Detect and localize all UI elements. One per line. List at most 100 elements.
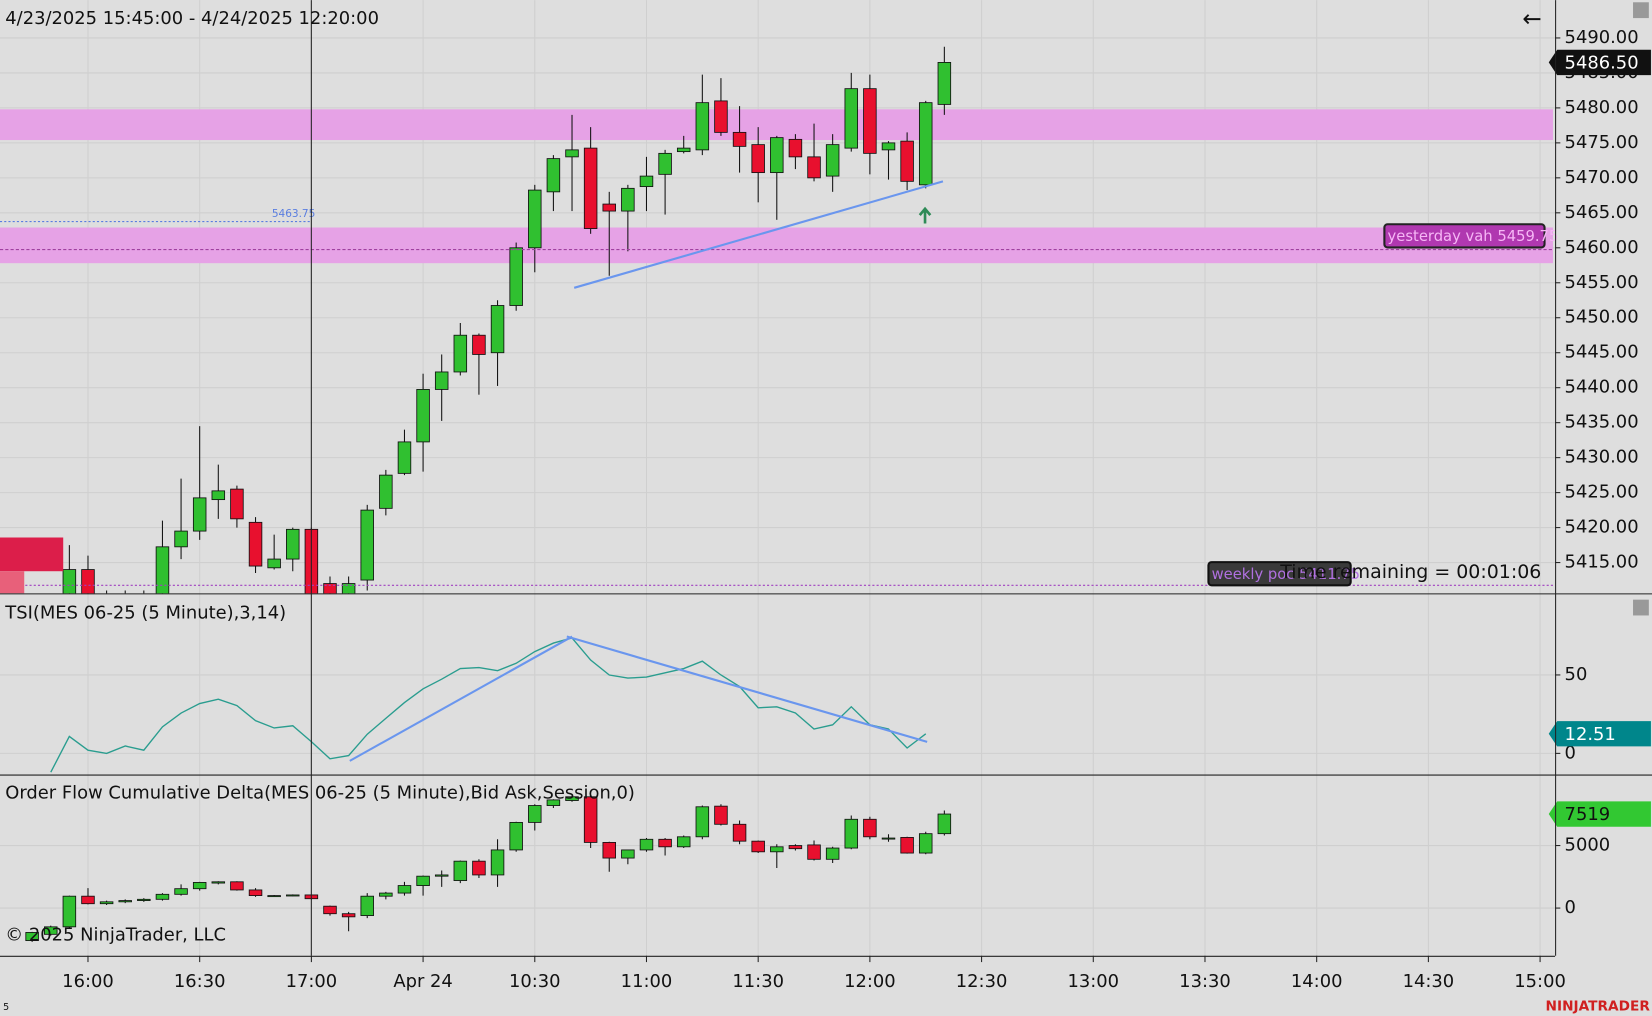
candle-body [509,247,523,306]
candle-body [81,569,95,594]
x-tick-label: 14:00 [1291,971,1343,992]
level-label-box [1207,561,1352,587]
y-tick-label: 5450.00 [1565,307,1639,328]
candle-body [267,895,281,898]
candle-body [676,147,691,153]
x-tick-label: 16:30 [174,971,226,992]
x-tick-label: 10:30 [509,971,561,992]
candle-body [509,821,523,851]
candle-body [751,840,765,853]
candle-body [360,509,374,581]
bar-timer: Time remaining = 00:01:06 [1279,561,1541,583]
y-tick-label: 5425.00 [1565,482,1639,503]
candle-body [81,895,95,905]
level-label: weekly poc 5411.75 [1212,566,1360,583]
candle-body [546,158,561,193]
scale-mark: 5 [3,1002,9,1013]
candle-body [379,474,393,509]
candle-body [174,530,188,548]
candle-body [248,521,263,567]
candle-body [323,583,337,594]
candle-body [918,833,933,854]
candle-body [583,796,598,843]
indicator-line [50,637,927,773]
trend-line [566,635,928,743]
signal-arrow [918,206,932,224]
x-tick-label: Apr 24 [393,971,452,992]
candle-body [192,497,207,532]
candle-body [732,823,747,842]
f-button[interactable] [1633,2,1649,19]
brand: NINJATRADER [1546,998,1651,1014]
candle-body [863,88,877,154]
candle-body [286,528,300,560]
x-tick-label: 12:30 [956,971,1008,992]
x-tick-label: 16:00 [62,971,114,992]
candle-body [230,881,244,891]
candle-body [621,187,635,212]
candle-body [770,137,784,174]
x-tick-label: 15:00 [1514,971,1566,992]
candle-body [118,900,132,903]
volume-box [0,537,64,572]
candle-body [695,806,710,838]
candle-body [379,892,393,897]
candle-body [844,88,859,149]
candle-body [881,837,896,840]
y-tick-label: 5480.00 [1565,97,1639,118]
candle-body [490,305,505,354]
y-tick-label: 5445.00 [1565,342,1639,363]
x-tick-label: 13:00 [1067,971,1119,992]
candle-body [453,860,468,881]
y-tick-label: 5415.00 [1565,552,1639,573]
candle-body [658,152,672,175]
x-tick-label: 13:30 [1179,971,1231,992]
candle-body [918,102,933,186]
y-tick-label: 0 [1565,742,1576,763]
candle-body [844,818,859,849]
candle-body [639,838,654,851]
candle-body [434,371,449,390]
candle-body [192,882,207,890]
last-value-badge [1548,801,1651,827]
y-tick-label: 5430.00 [1565,447,1639,468]
x-tick-label: 17:00 [286,971,338,992]
candle-body [937,813,952,835]
candle-body [155,546,170,594]
candle-body [528,189,542,249]
y-tick-label: 5455.00 [1565,272,1639,293]
candle-body [751,144,765,174]
candle-body [658,838,672,848]
y-tick-label: 5420.00 [1565,517,1639,538]
f-button[interactable] [1633,599,1649,616]
candle-body [788,138,803,158]
level-label-box [1383,223,1546,249]
candle-body [174,888,188,895]
y-tick-label: 5490.00 [1565,27,1639,48]
candle-body [602,842,616,859]
candle-body [490,849,505,876]
y-tick-label: 5000 [1565,835,1611,856]
candle-body [341,583,356,594]
candle-body [155,893,170,900]
candle-body [44,926,58,935]
y-tick-label: 5435.00 [1565,412,1639,433]
back-button[interactable]: ← [1522,6,1541,33]
price-zone [0,109,1553,141]
y-tick-label: 5475.00 [1565,132,1639,153]
candle-body [416,389,430,443]
candle-body [788,845,803,850]
candle-body [583,147,598,229]
candle-body [137,898,151,901]
candle-body [397,885,412,894]
candle-body [62,895,77,928]
candle-body [416,875,430,886]
candle-body [211,490,226,501]
candle-body [863,818,877,838]
pane-title: Order Flow Cumulative Delta(MES 06-25 (5… [5,783,635,804]
last-value-badge [1548,49,1651,76]
candle-body [825,144,840,177]
y-tick-label: 5460.00 [1565,237,1639,258]
candle-body [62,569,77,594]
y-tick-label: 5440.00 [1565,377,1639,398]
